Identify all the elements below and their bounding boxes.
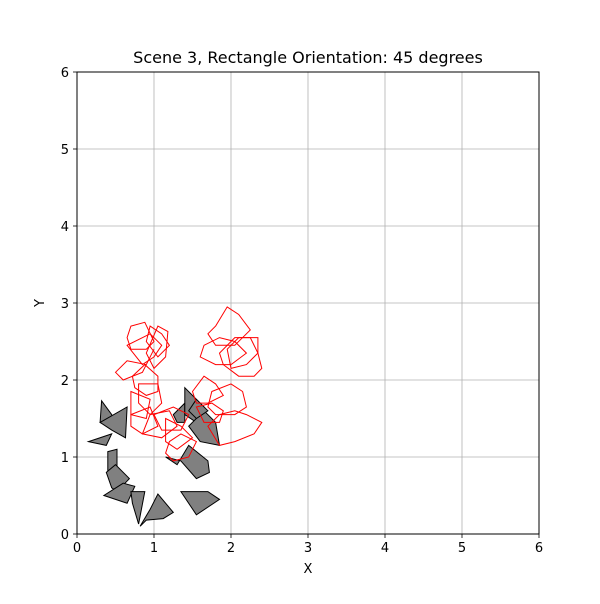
chart-title: Scene 3, Rectangle Orientation: 45 degre… [133,48,483,67]
y-tick-label: 3 [61,297,69,312]
obstacle-polygon [165,444,210,480]
outline-polygon [126,333,163,366]
outline-polygon [131,363,159,396]
obstacle-polygon [102,482,136,504]
outline-polygon [130,406,159,435]
x-tick-label: 1 [150,541,158,556]
y-tick-label: 4 [61,220,69,235]
obstacle-polygon [130,491,146,525]
obstacle-polygon [139,493,175,527]
outline-polygon [218,337,263,377]
outline-polygon [207,410,263,446]
outline-polygon [199,337,248,366]
x-tick-label: 3 [304,541,312,556]
outline-polygon [191,375,225,404]
obstacle-polygon [86,433,113,446]
outline-polygon [145,325,171,358]
x-tick-label: 5 [458,541,466,556]
y-tick-label: 5 [61,143,69,158]
x-tick-label: 6 [535,541,543,556]
outline-polygon [207,383,247,416]
y-tick-label: 6 [61,66,69,81]
outline-polygon [130,390,151,420]
y-axis-label: Y [33,299,48,308]
outline-polygon [145,325,169,370]
y-tick-label: 2 [61,374,69,389]
x-axis-label: X [304,562,313,577]
outline-polygon [195,402,224,423]
obstacle-polygon [179,491,221,516]
obstacle-polygon [188,398,209,420]
outline-polygon [114,348,155,381]
plot-shapes [86,306,263,527]
outline-polygon [165,417,194,450]
obstacle-polygon [99,406,128,439]
x-tick-label: 4 [381,541,389,556]
outline-polygon [126,321,155,350]
x-tick-label: 2 [227,541,235,556]
outline-polygon [153,406,190,431]
x-tick-label: 0 [73,541,81,556]
y-tick-label: 0 [61,528,69,543]
outline-polygon [165,433,198,462]
y-tick-label: 1 [61,451,69,466]
outline-polygon [138,383,163,416]
axis-ticks: 0 1 2 3 4 5 6 0 1 2 3 4 5 6 [61,66,543,556]
outline-polygon [141,410,178,439]
